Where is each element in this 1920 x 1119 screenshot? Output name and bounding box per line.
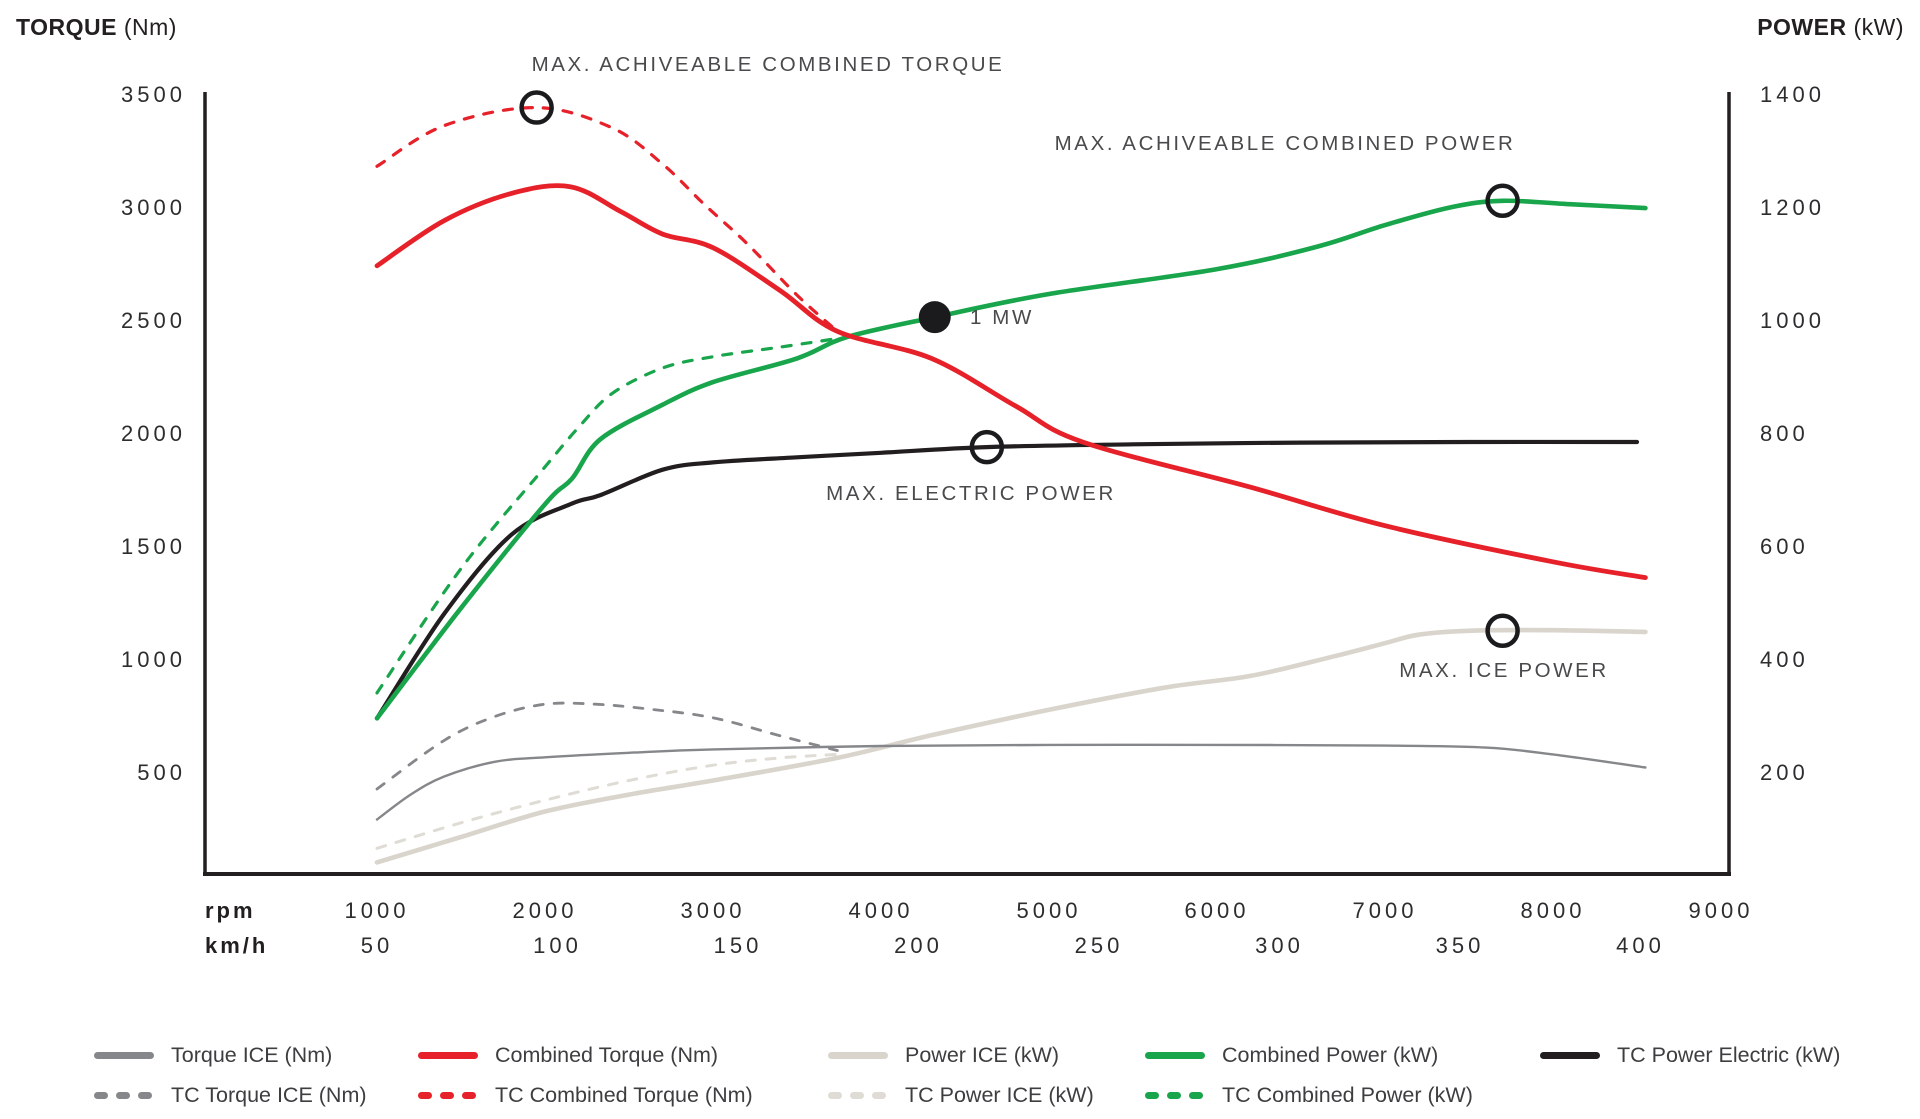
rpm-tick-5000: 5000: [1017, 898, 1082, 923]
left-tick-1000: 1000: [121, 647, 186, 672]
series-tc-combined-torque: [375, 105, 839, 333]
kmh-tick-400: 400: [1616, 933, 1665, 958]
legend-label-tc-combined-torque: TC Combined Torque (Nm): [495, 1082, 753, 1107]
x-axis-unit-rpm: rpm: [205, 898, 256, 923]
annotation-max-combined-torque: MAX. ACHIVEABLE COMBINED TORQUE: [532, 53, 1005, 76]
left-axis-title-unit: (Nm): [116, 14, 177, 40]
rpm-tick-1000: 1000: [345, 898, 410, 923]
right-tick-1200: 1200: [1760, 195, 1825, 220]
kmh-tick-150: 150: [714, 933, 763, 958]
right-tick-200: 200: [1760, 760, 1809, 785]
kmh-tick-300: 300: [1255, 933, 1304, 958]
legend-label-power-ice: Power ICE (kW): [905, 1042, 1060, 1067]
legend-label-combined-torque: Combined Torque (Nm): [495, 1042, 719, 1067]
rpm-tick-3000: 3000: [681, 898, 746, 923]
right-axis-title: POWER (kW): [1757, 14, 1904, 41]
right-tick-1400: 1400: [1760, 82, 1825, 107]
legend-swatch-combined-power: [1145, 1051, 1205, 1059]
legend-swatch-combined-torque: [418, 1051, 478, 1059]
legend-swatch-tc-power-ice: [828, 1091, 888, 1099]
right-tick-1000: 1000: [1760, 308, 1825, 333]
legend-swatch-tc-torque-ice: [94, 1091, 154, 1099]
rpm-tick-7000: 7000: [1353, 898, 1418, 923]
marker-dot-one-mw: [918, 301, 951, 334]
left-axis-title: TORQUE (Nm): [16, 14, 177, 41]
legend-item-torque-ice: Torque ICE (Nm): [94, 1040, 332, 1070]
legend-item-tc-combined-torque: TC Combined Torque (Nm): [418, 1080, 753, 1110]
legend-label-tc-power-electric: TC Power Electric (kW): [1617, 1042, 1841, 1067]
series-tc-combined-power: [375, 337, 835, 695]
series-tc-torque-ice: [375, 701, 839, 791]
rpm-tick-6000: 6000: [1185, 898, 1250, 923]
kmh-tick-200: 200: [894, 933, 943, 958]
legend-label-tc-torque-ice: TC Torque ICE (Nm): [171, 1082, 367, 1107]
legend-item-tc-torque-ice: TC Torque ICE (Nm): [94, 1080, 367, 1110]
kmh-tick-100: 100: [533, 933, 582, 958]
legend-item-combined-power: Combined Power (kW): [1145, 1040, 1438, 1070]
rpm-tick-8000: 8000: [1521, 898, 1586, 923]
annotation-max-electric-power: MAX. ELECTRIC POWER: [826, 482, 1116, 505]
kmh-tick-50: 50: [361, 933, 393, 958]
kmh-tick-250: 250: [1075, 933, 1124, 958]
legend-item-tc-combined-power: TC Combined Power (kW): [1145, 1080, 1473, 1110]
marker-circle-max-electric-power: [969, 429, 1005, 465]
left-tick-2000: 2000: [121, 421, 186, 446]
legend-swatch-power-ice: [828, 1051, 888, 1059]
annotation-one-mw: 1 MW: [970, 306, 1034, 329]
rpm-tick-2000: 2000: [513, 898, 578, 923]
series-tc-power-electric: [374, 439, 1640, 721]
legend-item-power-ice: Power ICE (kW): [828, 1040, 1059, 1070]
legend-item-tc-power-electric: TC Power Electric (kW): [1540, 1040, 1840, 1070]
marker-circle-max-combined-torque: [519, 90, 554, 125]
right-tick-800: 800: [1760, 421, 1809, 446]
legend-swatch-torque-ice: [94, 1051, 154, 1059]
left-tick-500: 500: [137, 760, 186, 785]
marker-circle-max-combined-power: [1485, 183, 1520, 219]
right-axis-title-main: POWER: [1757, 14, 1847, 40]
left-tick-3000: 3000: [121, 195, 186, 220]
right-tick-600: 600: [1760, 534, 1809, 559]
legend-label-torque-ice: Torque ICE (Nm): [171, 1042, 333, 1067]
series-combined-power: [374, 198, 1648, 721]
legend-swatch-tc-combined-torque: [418, 1091, 478, 1099]
series-tc-power-ice: [375, 752, 848, 850]
legend-label-tc-power-ice: TC Power ICE (kW): [905, 1082, 1094, 1107]
left-axis-title-main: TORQUE: [16, 14, 117, 40]
torque-power-chart: 3500 3000 2500 2000 1500 1000 500 1400 1200 1000 8…: [121, 53, 1825, 958]
series-torque-ice: [375, 743, 1647, 821]
series-power-ice: [374, 627, 1648, 865]
rpm-tick-4000: 4000: [849, 898, 914, 923]
annotation-max-ice-power: MAX. ICE POWER: [1399, 659, 1609, 682]
series-combined-torque: [374, 183, 1648, 580]
legend-label-combined-power: Combined Power (kW): [1222, 1042, 1439, 1067]
annotation-max-combined-power: MAX. ACHIVEABLE COMBINED POWER: [1055, 132, 1516, 155]
x-axis-unit-kmh: km/h: [205, 933, 268, 958]
left-tick-1500: 1500: [121, 534, 186, 559]
right-axis-title-unit: (kW): [1846, 14, 1904, 40]
legend-item-tc-power-ice: TC Power ICE (kW): [828, 1080, 1094, 1110]
left-tick-3500: 3500: [121, 82, 186, 107]
legend-label-tc-combined-power: TC Combined Power (kW): [1222, 1082, 1473, 1107]
left-tick-2500: 2500: [121, 308, 186, 333]
legend-swatch-tc-combined-power: [1145, 1091, 1205, 1099]
marker-circle-max-ice-power: [1485, 613, 1520, 648]
right-tick-400: 400: [1760, 647, 1809, 672]
legend-swatch-tc-power-electric: [1540, 1051, 1600, 1059]
legend-item-combined-torque: Combined Torque (Nm): [418, 1040, 718, 1070]
rpm-tick-9000: 9000: [1689, 898, 1754, 923]
kmh-tick-350: 350: [1436, 933, 1485, 958]
